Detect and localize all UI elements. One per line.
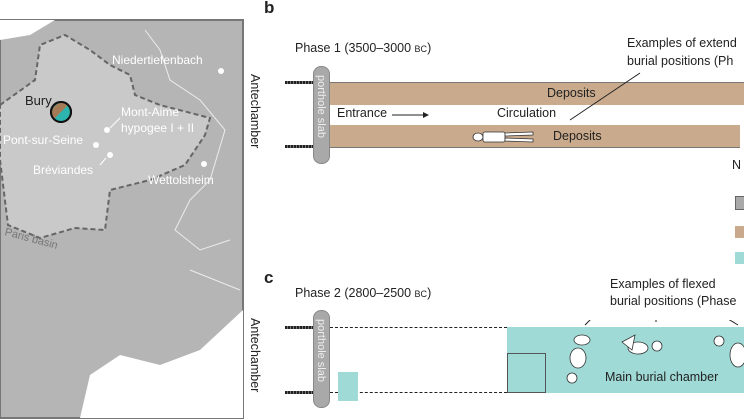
- deposits-top-label: Deposits: [547, 86, 596, 100]
- paris-basin-region: [0, 33, 212, 240]
- main-chamber-label: Main burial chamber: [605, 370, 719, 384]
- label-niedertiefenbach: Niedertiefenbach: [112, 53, 203, 67]
- legend-swatch-chamber: [735, 252, 744, 264]
- label-pont-sur-seine: Pont-sur-Seine: [3, 133, 84, 147]
- wall-top-c: [285, 326, 313, 329]
- label-mont-aime: Mont-Aime: [121, 105, 180, 119]
- sea-north: [0, 20, 55, 40]
- label-wettolsheim: Wettolsheim: [148, 173, 214, 187]
- legend-swatch-deposits: [735, 226, 744, 238]
- label-breviandes: Bréviandes: [33, 163, 94, 177]
- flexed-skeletons-icon: [566, 320, 744, 384]
- legend-swatch-gray: [735, 196, 744, 210]
- chamber-square-outline: [507, 353, 546, 393]
- wall-bottom-c: [285, 391, 313, 394]
- extended-skeleton-icon: [472, 131, 534, 143]
- examples-flexed-l1: Examples of flexed: [610, 277, 716, 291]
- examples-extended-l1: Examples of extend: [627, 36, 737, 50]
- site-dots: [93, 68, 224, 167]
- sea-south: [80, 310, 243, 418]
- wall-bottom-b: [285, 145, 313, 148]
- pointer-line-b: [569, 72, 641, 121]
- main-burial-chamber: [507, 327, 744, 393]
- deposits-bottom-label: Deposits: [553, 129, 602, 143]
- legend-title-n: N: [732, 158, 742, 172]
- bury-marker-phase1-half: [51, 102, 68, 119]
- dashed-bottom-c: [330, 392, 507, 393]
- circulation-label: Circulation: [497, 106, 557, 120]
- porthole-slab-c: porthole slab: [313, 310, 330, 408]
- porthole-slab-b: porthole slab: [313, 66, 330, 164]
- deposits-top-band: [328, 82, 744, 105]
- phase1-title: Phase 1 (3500–3000 BC): [295, 41, 432, 55]
- panel-c-letter: c: [264, 268, 274, 287]
- phase2-title: Phase 2 (2800–2500 BC): [295, 286, 432, 300]
- panel-b-letter: b: [264, 0, 275, 17]
- small-cyan-block: [338, 372, 358, 401]
- arrow-right-icon: [392, 112, 429, 118]
- wall-top-b: [285, 81, 313, 84]
- dashed-top-c: [330, 327, 507, 328]
- entrance-label: Entrance: [337, 106, 388, 120]
- borders: [144, 29, 241, 291]
- examples-flexed-l2: burial positions (Phase: [610, 294, 737, 308]
- examples-extended-l2: burial positions (Ph: [627, 54, 734, 68]
- deposits-bottom-band: [328, 125, 740, 148]
- label-hypogee: hypogee I + II: [121, 121, 195, 135]
- label-bury: Bury: [25, 93, 52, 108]
- map: [0, 19, 244, 419]
